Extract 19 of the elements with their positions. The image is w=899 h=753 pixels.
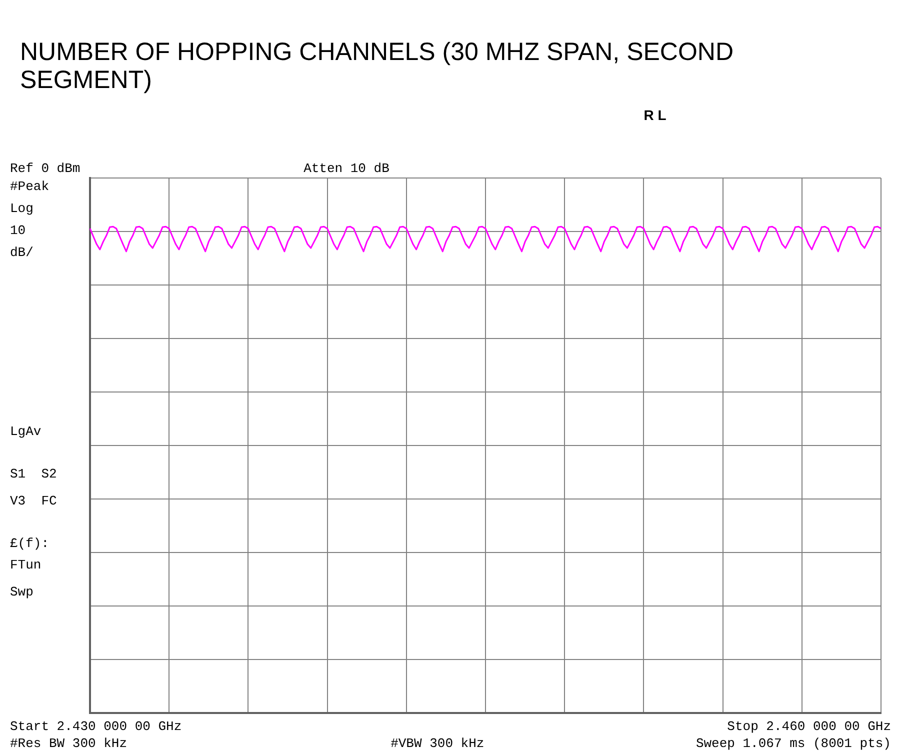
text: Log	[10, 201, 34, 216]
text: dB/	[10, 245, 34, 260]
text: Atten 10 dB	[304, 161, 390, 176]
text: £(f):	[10, 536, 50, 552]
text: Stop 2.460 000 00 GHz	[727, 719, 891, 734]
text: Start 2.430 000 00 GHz	[10, 719, 182, 734]
text: 10	[10, 223, 26, 238]
text: Sweep 1.067 ms (8001 pts)	[696, 736, 891, 751]
text: #VBW 300 kHz	[390, 736, 484, 751]
text: #Peak	[10, 179, 50, 194]
text: V3 FC	[10, 493, 58, 508]
text: S1 S2	[10, 466, 57, 482]
chart-title: NUMBER OF HOPPING CHANNELS (30 MHZ SPAN, SECOND SEGMENT)	[20, 38, 735, 94]
text: #Res BW 300 kHz	[10, 736, 128, 751]
text: FTun	[10, 558, 42, 573]
text: R L	[644, 107, 667, 123]
text: Swp	[10, 584, 34, 600]
text: LgAv	[10, 424, 42, 439]
text: Ref 0 dBm	[10, 161, 80, 176]
